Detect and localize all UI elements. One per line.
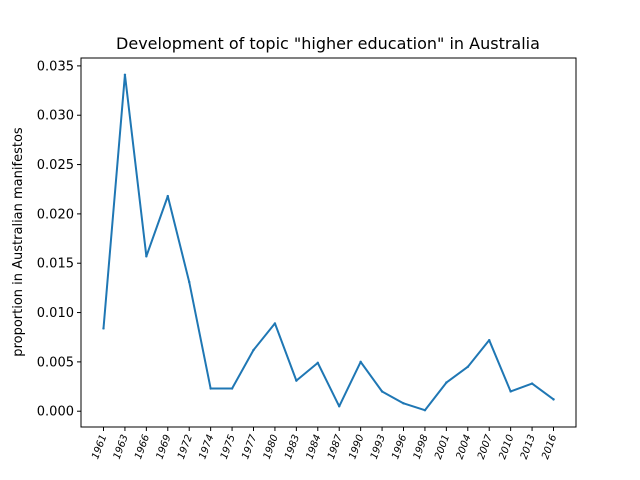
plot-frame [80,57,577,428]
data-point [488,338,491,342]
data-point [359,360,362,364]
data-point [295,379,298,382]
data-point [402,402,405,405]
series-line [102,73,555,412]
y-tick-label: 0.035 [37,59,74,74]
data-point [316,361,319,365]
data-point [230,387,234,390]
data-point [380,390,384,393]
data-point [166,194,169,198]
data-point [188,280,191,284]
data-point [338,405,341,408]
y-tick-label: 0.020 [37,207,74,222]
y-axis-label: proportion in Australian manifestos [11,127,26,357]
y-tick-label: 0.030 [37,109,74,124]
data-point [552,398,555,401]
y-tick-label: 0.015 [37,257,74,272]
data-point [445,381,448,384]
data-point [123,73,127,76]
series-layer [102,73,555,412]
y-tick-label: 0.010 [37,306,74,321]
y-tick-label: 0.000 [37,405,74,420]
data-point [423,409,427,412]
data-point [145,255,148,258]
y-tick-label: 0.025 [37,158,74,173]
chart-title: Development of topic "higher education" … [116,34,540,53]
data-point [252,348,255,352]
data-point [466,365,469,369]
data-point [273,322,277,325]
y-tick-label: 0.005 [37,355,74,370]
data-point [102,327,105,330]
data-point [509,390,512,393]
y-axis-ticks: 0.000 0.005 0.010 0.015 0.020 0.025 0.030 0.035 [37,59,81,420]
data-point [209,387,212,390]
data-point [530,382,534,385]
